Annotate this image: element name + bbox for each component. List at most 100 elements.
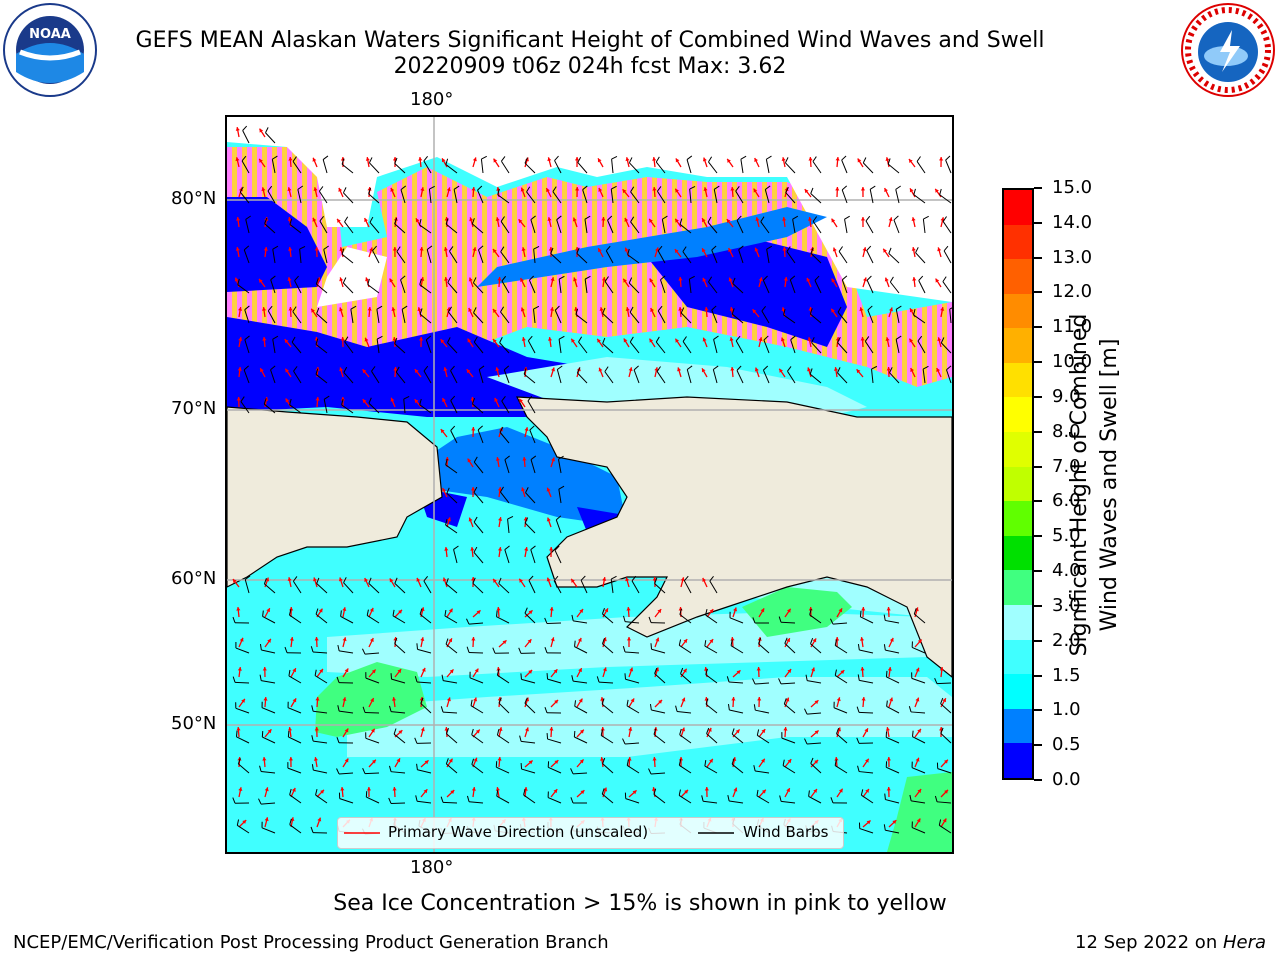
wave-arrow	[602, 577, 607, 588]
wave-arrow	[238, 787, 243, 798]
footer-host: Hera	[1222, 932, 1266, 953]
wind-barb	[628, 277, 640, 294]
wind-barb	[558, 275, 565, 294]
colorbar	[1002, 188, 1034, 780]
wave-arrow	[728, 277, 734, 288]
wave-arrow	[625, 577, 630, 588]
wave-arrow	[468, 277, 474, 288]
wind-barb	[834, 759, 848, 774]
wave-arrow	[368, 247, 374, 258]
wave-arrow	[546, 577, 552, 588]
wind-barb	[389, 705, 406, 714]
wind-barb	[470, 699, 484, 714]
wind-barb	[447, 276, 458, 294]
wave-arrow	[674, 248, 682, 258]
wind-barb	[708, 276, 718, 294]
wave-arrow	[914, 639, 923, 648]
wave-arrow	[832, 247, 838, 258]
wind-barb	[343, 366, 354, 384]
wind-barb	[578, 336, 588, 354]
wind-barb	[911, 821, 926, 834]
wave-arrow	[575, 186, 580, 198]
wind-barb	[726, 676, 744, 684]
wave-arrow	[831, 218, 838, 228]
wave-arrow	[831, 278, 838, 288]
wind-barb	[343, 577, 354, 594]
wind-barb	[297, 185, 304, 204]
wind-barb	[471, 398, 484, 414]
wind-barb	[922, 215, 929, 234]
wind-barb	[883, 614, 900, 624]
wave-arrow	[675, 158, 682, 168]
wave-arrow	[857, 158, 864, 168]
wind-barb	[624, 673, 640, 684]
wind-barb	[311, 764, 328, 774]
wave-arrow	[446, 517, 451, 528]
wave-arrow	[624, 217, 630, 228]
wave-arrow	[264, 817, 269, 828]
wave-height-map	[227, 117, 952, 852]
wind-barb	[869, 185, 876, 204]
wind-barb	[736, 215, 744, 234]
wind-barb	[809, 308, 822, 324]
wind-barb	[808, 790, 822, 804]
wave-arrow	[888, 697, 894, 708]
wave-arrow	[339, 307, 344, 318]
wave-arrow	[570, 578, 578, 588]
wind-barb	[272, 245, 279, 264]
wind-barb	[503, 365, 510, 384]
wind-barb	[289, 818, 302, 834]
wind-barb	[810, 637, 822, 654]
wind-barb	[371, 366, 380, 384]
wind-barb	[731, 758, 744, 774]
wind-barb	[575, 308, 588, 324]
wave-arrow	[782, 246, 787, 258]
wind-barb	[622, 738, 640, 745]
wind-barb	[368, 187, 380, 204]
wave-arrow	[340, 336, 345, 348]
wind-barb	[420, 697, 432, 714]
colorbar-tick-label: 14.0	[1052, 211, 1093, 233]
wave-arrow	[364, 337, 370, 348]
sea-ice-note: Sea Ice Concentration > 15% is shown in …	[333, 891, 947, 916]
wind-barb	[416, 643, 432, 654]
wave-arrow	[367, 306, 372, 318]
wave-arrow	[859, 307, 864, 318]
wind-barb	[245, 215, 251, 234]
wave-arrow	[940, 697, 947, 708]
wind-barb	[394, 577, 406, 594]
wind-barb	[909, 794, 926, 804]
wind-barb	[519, 735, 536, 744]
wave-arrow	[836, 669, 845, 678]
wave-arrow	[417, 307, 422, 318]
wind-barb	[500, 216, 510, 234]
wind-barb	[908, 706, 926, 714]
wind-barb	[630, 186, 640, 204]
wind-barb	[727, 795, 744, 804]
wind-barb	[292, 306, 302, 324]
wave-arrow	[596, 338, 604, 348]
wind-barb	[473, 307, 484, 324]
wind-barb	[784, 637, 796, 654]
wind-barb	[893, 215, 900, 234]
wave-arrow	[524, 638, 532, 648]
wind-barb	[628, 157, 640, 174]
wave-arrow	[704, 306, 709, 318]
colorbar-segment	[1004, 501, 1032, 536]
wind-barb	[576, 247, 588, 264]
wave-arrow	[914, 728, 922, 738]
wave-arrow	[236, 217, 241, 228]
wind-barb	[501, 395, 510, 414]
wind-barb	[287, 762, 302, 774]
wave-arrow	[314, 636, 319, 648]
wave-arrow	[288, 306, 293, 318]
wave-arrow	[756, 666, 761, 678]
wave-arrow	[754, 367, 760, 378]
wave-arrow	[498, 639, 507, 648]
wind-barb	[400, 275, 406, 294]
wind-barb	[447, 306, 458, 324]
wind-barb	[337, 705, 354, 714]
wave-arrow	[701, 367, 708, 378]
wave-arrow	[884, 277, 890, 288]
wind-barb	[624, 792, 640, 804]
